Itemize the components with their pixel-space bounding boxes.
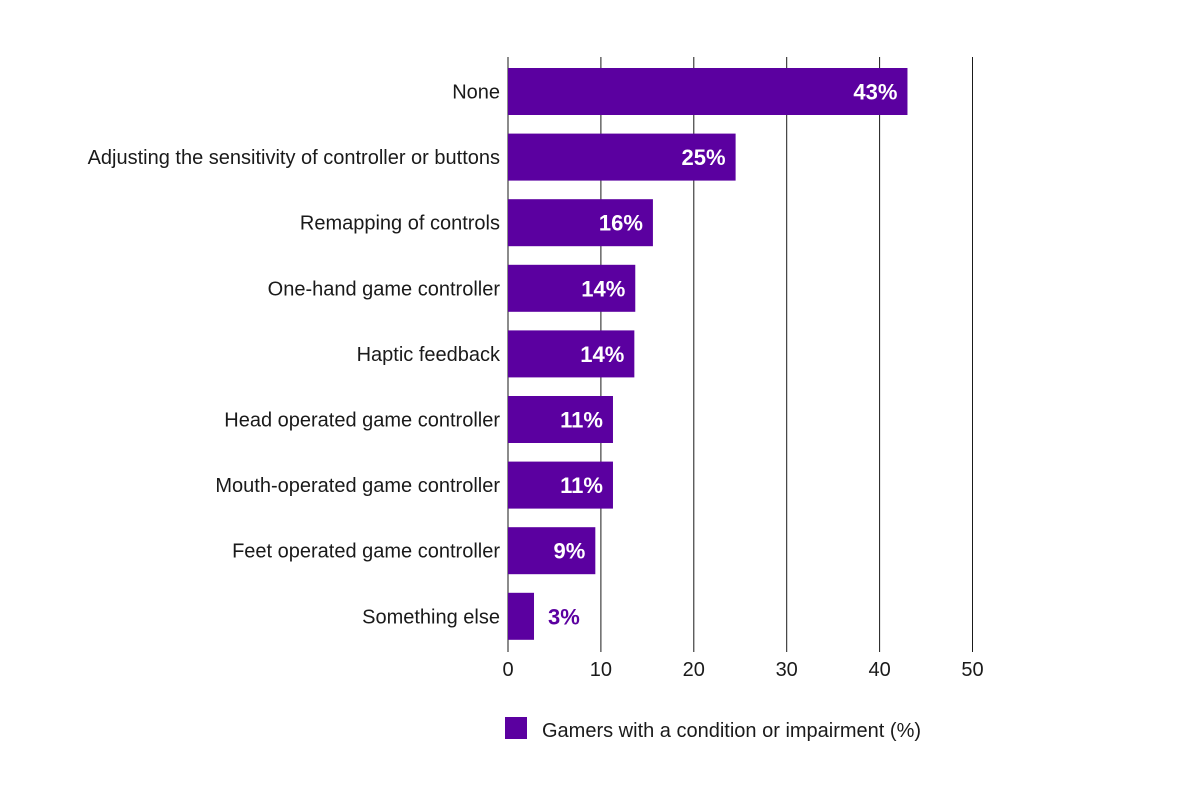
x-axis-ticks: 0 10 20 30 40 50 — [502, 659, 983, 681]
bar-value-label: 9% — [554, 539, 586, 564]
bar-value-label: 16% — [599, 211, 643, 236]
category-label: Head operated game controller — [224, 410, 500, 432]
category-label: Feet operated game controller — [232, 541, 500, 563]
x-tick-label: 40 — [868, 659, 890, 681]
x-tick-label: 20 — [683, 659, 705, 681]
category-label: One-hand game controller — [268, 278, 501, 300]
bar-value-label: 11% — [560, 408, 603, 433]
bar-value-label: 14% — [580, 342, 624, 367]
x-tick-label: 10 — [590, 659, 612, 681]
bar — [508, 68, 908, 115]
category-label: Mouth-operated game controller — [215, 475, 500, 497]
bar — [508, 264, 636, 312]
category-label: Haptic feedback — [357, 344, 501, 366]
value-labels: 43% 25% 16% 14% 14% 11% 11% 9% 3% — [548, 80, 897, 630]
category-label: Something else — [362, 606, 500, 628]
legend: Gamers with a condition or impairment (%… — [505, 717, 921, 742]
bar — [508, 396, 613, 443]
x-tick-label: 50 — [961, 659, 983, 681]
category-label: Adjusting the sensitivity of controller … — [88, 147, 500, 169]
legend-swatch — [505, 717, 527, 739]
category-labels: None Adjusting the sensitivity of control… — [88, 82, 501, 629]
bar — [508, 133, 736, 181]
bar-value-label: 43% — [853, 80, 897, 105]
category-label: None — [452, 82, 500, 104]
bar — [508, 461, 613, 509]
bar — [508, 527, 596, 575]
bar-value-label: 25% — [682, 145, 726, 170]
bar-value-label: 11% — [560, 473, 603, 498]
category-label: Remapping of controls — [300, 213, 500, 235]
bar — [508, 330, 635, 378]
bar-value-label: 14% — [581, 276, 625, 301]
x-tick-label: 0 — [502, 659, 513, 681]
bar-value-label: 3% — [548, 604, 580, 629]
bars — [508, 68, 908, 640]
bar — [508, 592, 535, 640]
x-tick-label: 30 — [776, 659, 798, 681]
legend-label: Gamers with a condition or impairment (%… — [542, 720, 921, 742]
bar — [508, 199, 653, 247]
